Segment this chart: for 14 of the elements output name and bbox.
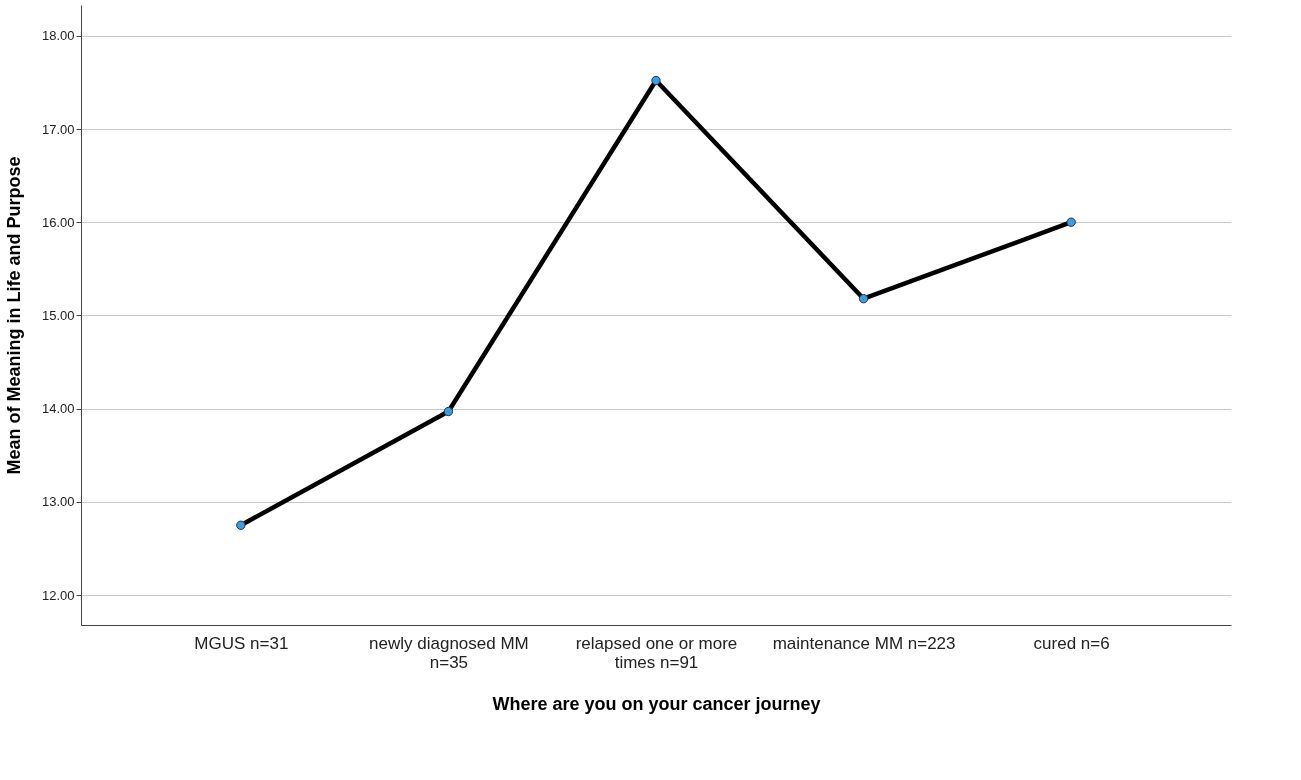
y-tick-label: 15.00: [41, 307, 75, 323]
x-tick-label: newly diagnosed MM n=35: [369, 633, 529, 672]
y-tick-label: 14.00: [41, 401, 75, 417]
y-tick-label: 16.00: [41, 214, 75, 230]
x-tick-label: relapsed one or more times n=91: [575, 633, 738, 672]
y-tick-label: 12.00: [41, 587, 75, 603]
y-axis-title: Mean of Meaning in Life and Purpose: [3, 156, 24, 475]
x-axis-title: Where are you on your cancer journey: [492, 693, 821, 714]
x-tick-label: cured n=6: [1033, 633, 1110, 653]
y-tick-label: 18.00: [41, 28, 75, 44]
x-tick-label: MGUS n=31: [194, 633, 289, 653]
x-tick-label: maintenance MM n=223: [772, 633, 956, 653]
y-tick-label: 13.00: [41, 494, 75, 510]
y-tick-label: 17.00: [41, 121, 75, 137]
